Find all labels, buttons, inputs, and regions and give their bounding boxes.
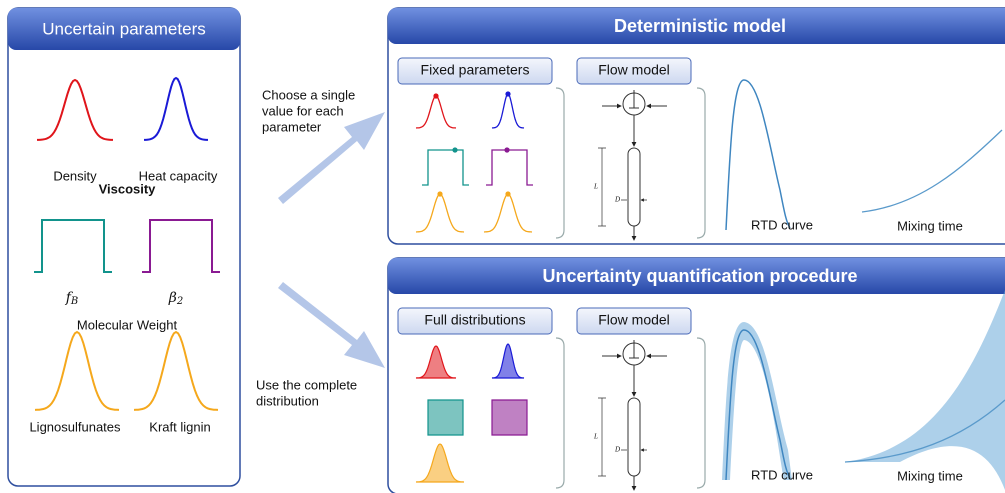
bracket [696,87,706,239]
mixing-label: Mixing time [897,468,963,483]
point [504,147,510,153]
dimension [598,147,606,227]
panel-header [388,258,1005,294]
dimension [598,397,606,477]
arrow-text: Use the complete [256,377,357,392]
label: Molecular Weight [77,317,178,332]
fb-shape [34,219,112,273]
mixing-curve [861,129,1003,213]
panel: Deterministic model Fixed parameters Flow … [387,7,1005,245]
symbol: β [168,290,177,306]
rtd-curve [725,329,791,481]
diameter-label: D [614,446,620,454]
arrow-text: Choose a single [262,87,355,102]
panel-title: Uncertainty quantification procedure [542,266,857,286]
label: Viscosity [99,181,157,196]
point [505,91,511,97]
beta-shape [142,219,220,273]
symbol: β2 [168,290,183,307]
bracket [555,337,565,489]
heat-capacity-curve [144,76,208,141]
panel-title: Deterministic model [614,16,786,36]
subscript: B [70,296,78,307]
subscript: 2 [176,296,183,307]
length-label: L [593,183,598,191]
point [437,191,443,197]
tube [627,147,641,227]
label: Heat capacity [139,168,218,183]
small-heat [491,343,525,379]
point [433,93,439,99]
density-curve [37,78,113,141]
label: Kraft lignin [149,419,210,434]
sub-box [397,57,553,85]
panel: Uncertainty quantification procedure Full… [387,257,1005,493]
arrow [278,282,385,368]
small-density [415,345,457,379]
bracket [555,87,565,239]
sub-box [576,57,692,85]
arrow-text: parameter [262,119,322,134]
sub-box [397,307,553,335]
point [505,191,511,197]
sub-title: Flow model [598,62,670,78]
kraft-curve [133,330,219,411]
rtd-curve [725,79,791,231]
sub-title: Fixed parameters [421,62,530,78]
arrow [278,112,385,204]
small-ligno [415,443,465,483]
bracket [696,337,706,489]
symbol: f [65,290,74,306]
small-fb [422,149,469,186]
tube [627,397,641,477]
symbol: fB [65,290,79,307]
length-label: L [593,433,598,441]
small-beta [491,399,528,436]
sub-box [576,307,692,335]
stirrer [629,340,639,359]
panel-header [388,8,1005,44]
rtd-label: RTD curve [751,467,813,482]
point [452,147,458,153]
mixing-curve [844,399,1005,463]
label: Lignosulfunates [29,419,121,434]
mixing-label: Mixing time [897,218,963,233]
small-fb [427,399,464,436]
stirrer [629,90,639,109]
label: Density [53,168,97,183]
mixing-band [845,290,1005,490]
arrow-text: value for each [262,103,344,118]
sub-title: Full distributions [424,312,525,328]
rtd-label: RTD curve [751,217,813,232]
ligno-curve [34,330,120,411]
diameter-label: D [614,196,620,204]
arrow-text: distribution [256,393,319,408]
left-title: Uncertain parameters [42,19,205,38]
sub-title: Flow model [598,312,670,328]
left-header [8,8,240,50]
